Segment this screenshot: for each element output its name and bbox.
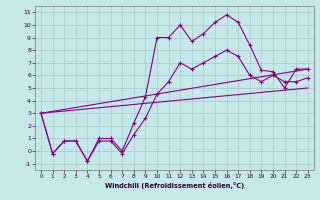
- X-axis label: Windchill (Refroidissement éolien,°C): Windchill (Refroidissement éolien,°C): [105, 182, 244, 189]
